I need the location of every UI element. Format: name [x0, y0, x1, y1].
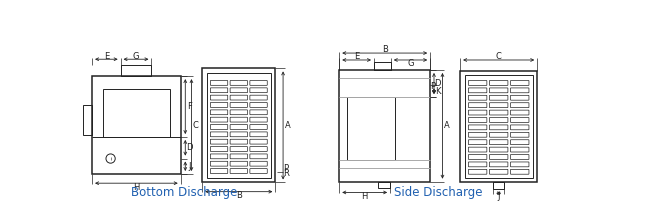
Bar [378, 182, 390, 188]
Text: E: E [354, 52, 359, 61]
Text: C: C [496, 52, 502, 61]
Text: B: B [382, 45, 387, 54]
Bar [207, 73, 271, 178]
Text: H: H [133, 183, 140, 192]
Bar [493, 182, 504, 189]
Text: B: B [236, 191, 242, 200]
Bar [202, 69, 276, 182]
Text: Bottom Discharge: Bottom Discharge [131, 186, 237, 199]
Text: K: K [435, 87, 441, 96]
Text: P: P [430, 82, 435, 91]
Text: P: P [283, 164, 289, 173]
Text: J: J [188, 162, 190, 171]
Text: D: D [435, 79, 441, 88]
Text: A: A [444, 121, 450, 130]
Text: Side Discharge: Side Discharge [394, 186, 482, 199]
Bar [103, 89, 170, 137]
Text: G: G [133, 52, 139, 61]
Text: A: A [285, 121, 291, 130]
Bar [460, 71, 537, 182]
Text: J: J [497, 192, 500, 201]
Text: E: E [104, 52, 109, 61]
Bar [339, 70, 430, 182]
Text: R: R [283, 169, 289, 179]
Bar [83, 105, 92, 136]
Bar [92, 76, 181, 174]
Bar [374, 62, 391, 70]
Text: C: C [192, 121, 198, 129]
Bar [347, 97, 395, 160]
Text: G: G [408, 58, 414, 68]
Text: H: H [361, 192, 368, 201]
Text: F: F [187, 102, 192, 111]
Text: D: D [186, 143, 192, 152]
Bar [465, 75, 532, 178]
Bar [121, 65, 151, 76]
